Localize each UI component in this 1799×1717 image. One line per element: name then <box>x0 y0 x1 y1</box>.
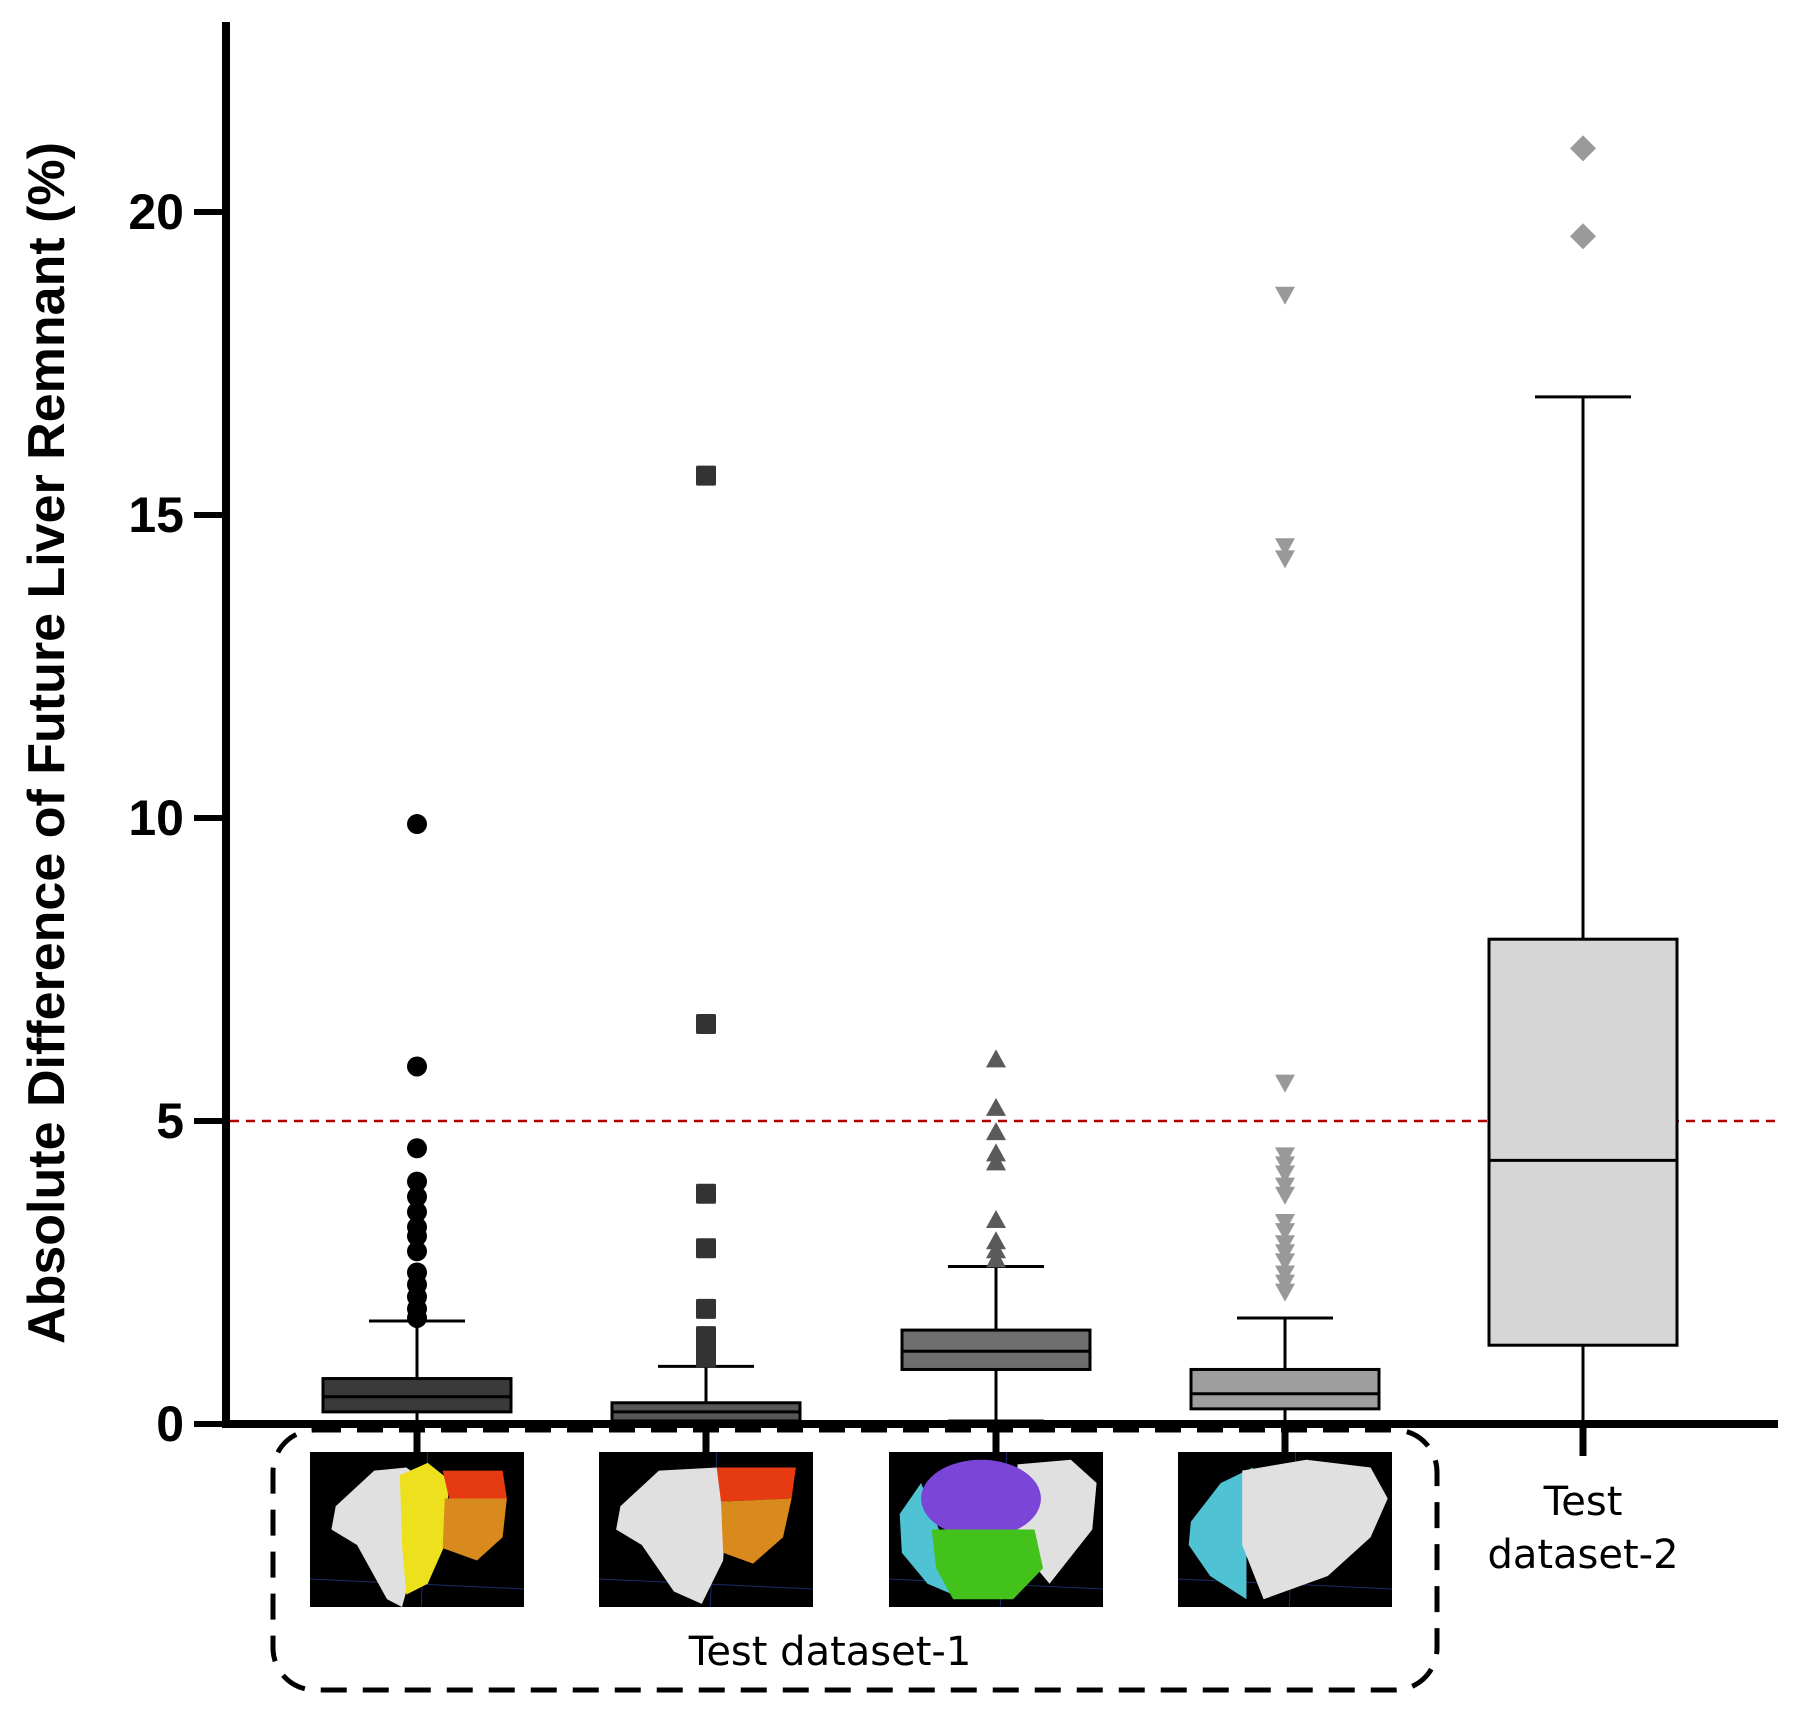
liver-render-2 <box>598 1451 814 1608</box>
outlier-point <box>407 1262 427 1283</box>
outlier-point <box>407 1217 427 1238</box>
liver-segment <box>399 1462 450 1595</box>
outlier-point <box>1275 538 1295 557</box>
outlier-point <box>407 1201 427 1222</box>
outlier-point <box>696 1238 716 1259</box>
iqr-box <box>900 1328 1092 1371</box>
liver-segment <box>442 1498 507 1561</box>
dataset2-label-line2: dataset-2 <box>1487 1532 1678 1578</box>
outlier-point <box>696 1326 716 1347</box>
liver-render-1 <box>309 1451 525 1608</box>
outlier-point <box>407 814 427 835</box>
outlier-point <box>1275 1147 1295 1166</box>
outlier-point <box>986 1231 1006 1250</box>
outlier-point <box>1275 1177 1295 1196</box>
dataset2-label-line1: Test <box>1543 1479 1623 1525</box>
outlier-point <box>1275 1274 1295 1293</box>
outlier-point <box>696 465 716 486</box>
dataset1-bracket <box>270 1427 1440 1693</box>
iqr-box <box>321 1377 513 1414</box>
outlier-point <box>407 1186 427 1207</box>
outlier-point <box>1275 1213 1295 1232</box>
outlier-point <box>1275 550 1295 569</box>
outlier-point <box>1275 286 1295 305</box>
y-tick-label: 5 <box>156 1093 184 1149</box>
liver-segment <box>1242 1459 1388 1600</box>
outlier-point <box>696 1183 716 1204</box>
iqr-box <box>1487 937 1679 1347</box>
outlier-point <box>986 1049 1006 1068</box>
y-tick-label: 0 <box>156 1396 184 1452</box>
outlier-point <box>407 1056 427 1077</box>
outlier-point <box>696 1014 716 1035</box>
outlier-point <box>1275 1223 1295 1242</box>
outlier-point <box>986 1122 1006 1141</box>
liver-segment <box>921 1459 1041 1538</box>
outlier-point <box>1275 1265 1295 1284</box>
outlier-point <box>1570 223 1596 250</box>
outlier-point <box>1275 1074 1295 1093</box>
box-group-1 <box>321 1319 513 1426</box>
outlier-point <box>696 1298 716 1319</box>
liver-render-3 <box>888 1451 1104 1608</box>
outlier-point <box>1275 1244 1295 1263</box>
outlier-point <box>1275 1165 1295 1184</box>
liver-segment <box>1188 1467 1253 1600</box>
y-tick-label: 15 <box>128 487 184 543</box>
outlier-point <box>1275 1156 1295 1175</box>
y-tick-label: 10 <box>128 790 184 846</box>
liver-segment <box>442 1470 507 1499</box>
outlier-point <box>986 1240 1006 1259</box>
iqr-box <box>1189 1367 1381 1411</box>
y-axis-label: Absolute Difference of Future Liver Remn… <box>18 142 76 1344</box>
outlier-point <box>986 1209 1006 1228</box>
liver-segment <box>931 1529 1044 1600</box>
outlier-point <box>1275 1253 1295 1272</box>
outlier-point <box>407 1171 427 1192</box>
box-group-5 <box>1487 395 1679 1426</box>
outlier-point <box>986 1249 1006 1268</box>
outlier-point <box>1275 1186 1295 1205</box>
liver-segment <box>716 1467 796 1502</box>
box-group-4 <box>1189 1316 1381 1426</box>
outlier-point <box>1275 1283 1295 1302</box>
outlier-point <box>986 1152 1006 1171</box>
outlier-point <box>1570 135 1596 162</box>
liver-segment <box>616 1467 728 1604</box>
outlier-point <box>986 1097 1006 1116</box>
box-group-2 <box>610 1364 802 1426</box>
y-tick-label: 20 <box>128 184 184 240</box>
liver-render-4 <box>1177 1451 1393 1608</box>
outlier-point <box>407 1138 427 1159</box>
outlier-point <box>986 1143 1006 1162</box>
outlier-point <box>407 1241 427 1262</box>
outlier-point <box>1275 1235 1295 1254</box>
liver-segment <box>720 1498 792 1564</box>
box-group-3 <box>900 1264 1092 1423</box>
dataset1-label: Test dataset-1 <box>688 1629 972 1675</box>
